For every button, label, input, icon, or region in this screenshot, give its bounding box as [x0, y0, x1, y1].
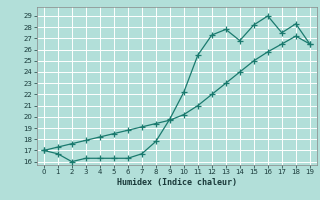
X-axis label: Humidex (Indice chaleur): Humidex (Indice chaleur) — [117, 178, 237, 187]
